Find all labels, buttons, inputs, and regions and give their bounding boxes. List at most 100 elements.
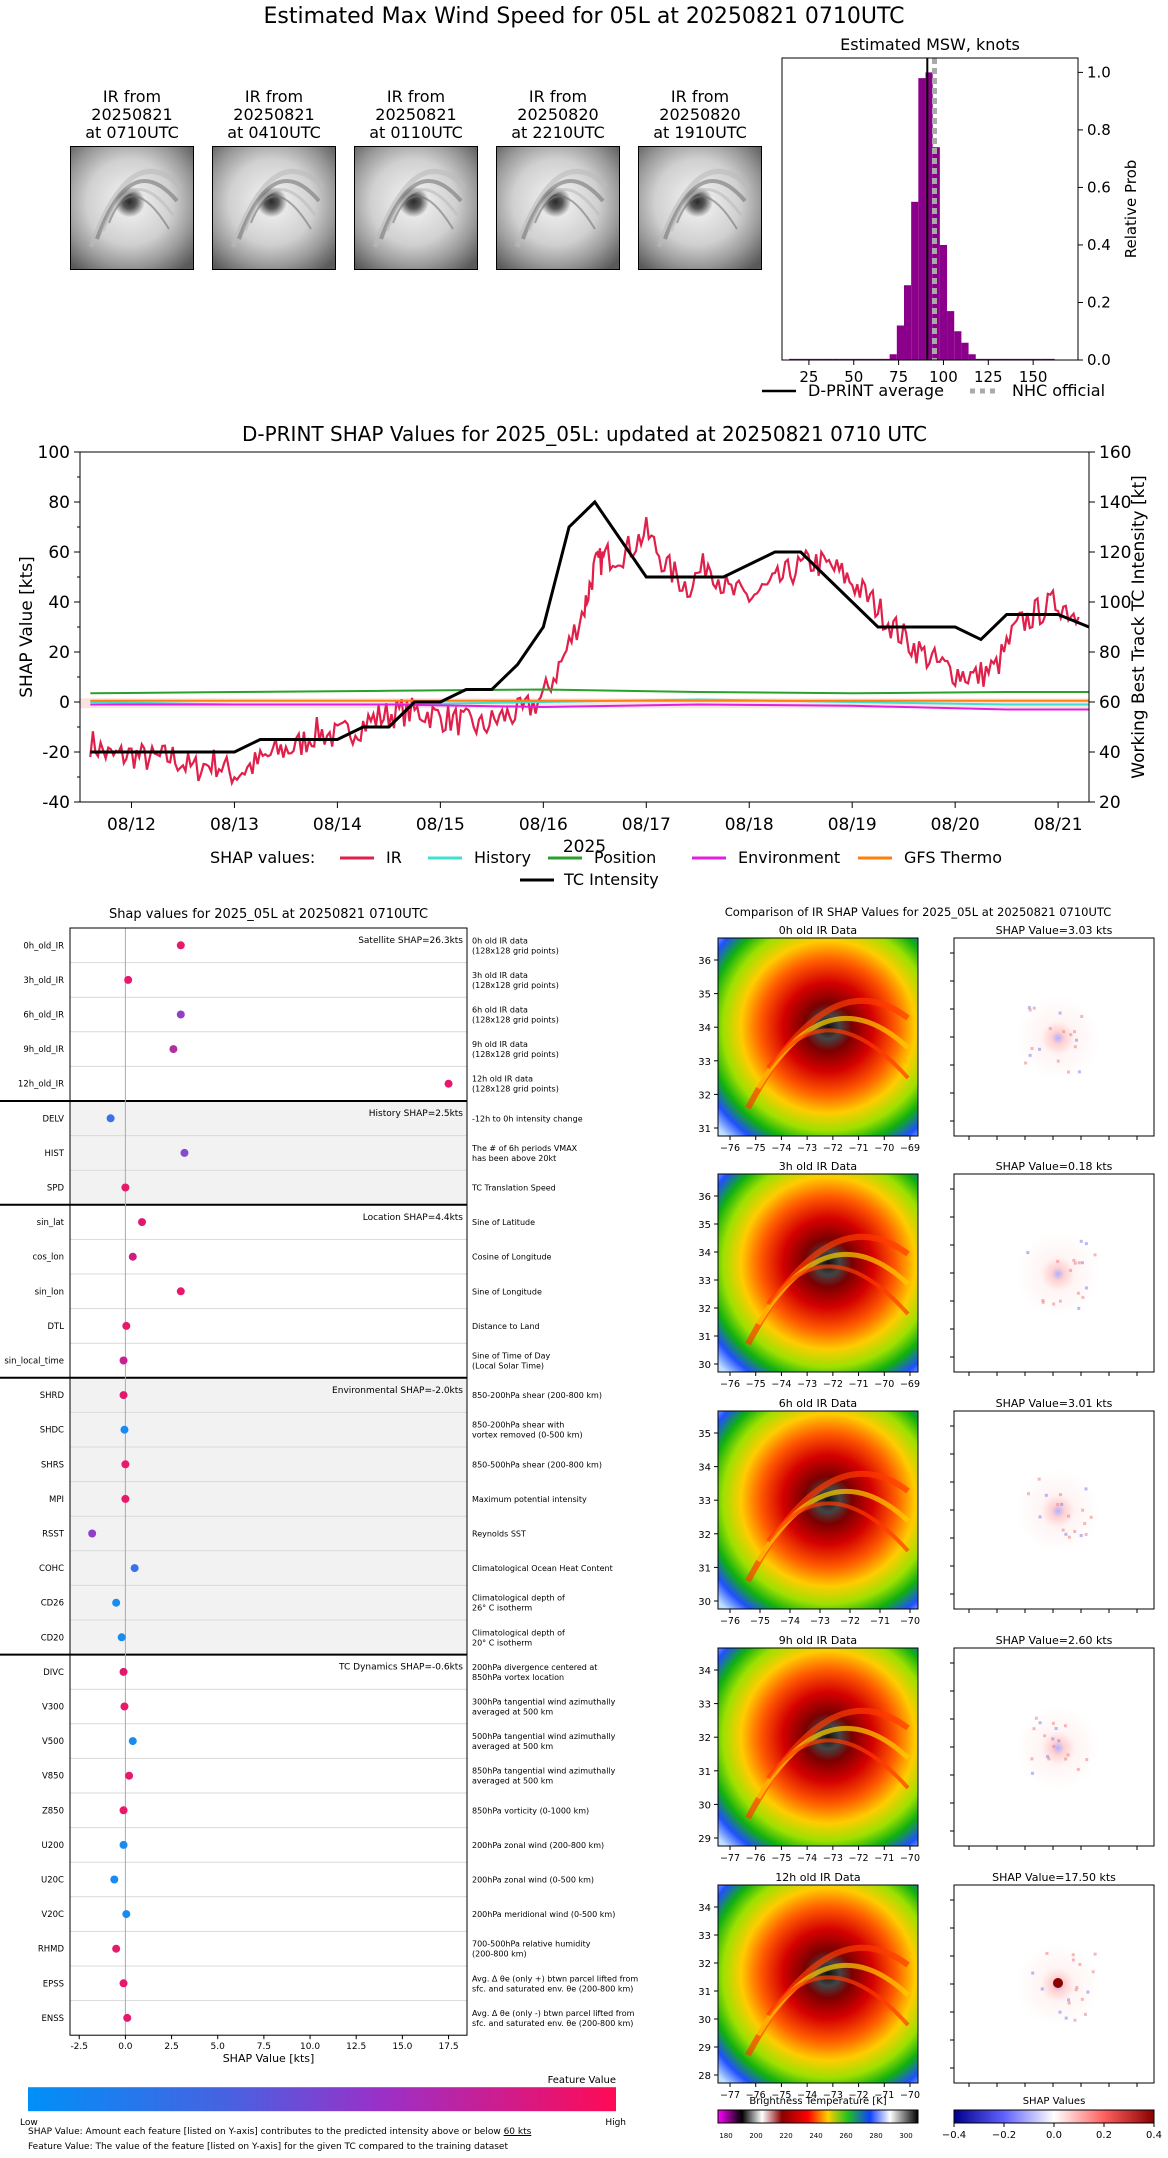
- feature-shap-point: [112, 1944, 121, 1953]
- timeseries-xtick-label: 08/19: [828, 815, 877, 835]
- histogram-bar: [860, 358, 869, 360]
- feature-name: RHMD: [38, 1945, 65, 1955]
- histogram-bar: [947, 311, 955, 360]
- satellite-panel-label: IR from 20250821 at 0110UTC: [351, 88, 481, 142]
- feature-description: -12h to 0h intensity change: [472, 1114, 583, 1123]
- ir-ytick-label: 34: [698, 1023, 711, 1034]
- feature-name: RSST: [42, 1530, 65, 1540]
- feature-description: (128x128 grid points): [472, 1050, 559, 1059]
- histogram-bar: [975, 358, 983, 360]
- ir-ytick-label: 35: [698, 990, 711, 1001]
- feature-description: (128x128 grid points): [472, 946, 559, 955]
- satellite-spiral-band: [372, 168, 467, 248]
- ir-spiral-band: [766, 1028, 910, 1080]
- feature-description: sfc. and saturated env. θe (200-800 km): [472, 2019, 633, 2028]
- feature-description: 200hPa meridional wind (0-500 km): [472, 1910, 615, 1919]
- satellite-cloud-field: [497, 147, 619, 269]
- ir-xtick-label: −70: [874, 1379, 894, 1390]
- histogram-bar: [1033, 358, 1041, 360]
- feature-shap-point: [122, 1321, 131, 1330]
- timeseries-y2tick-label: 20: [1099, 793, 1121, 813]
- ir-xtick-label: −73: [823, 1853, 843, 1864]
- ir-xtick-label: −70: [900, 1853, 920, 1864]
- shap-pixel: [1027, 1006, 1031, 1010]
- ir-ytick-label: 36: [698, 956, 711, 967]
- timeseries-xtick-label: 08/14: [313, 815, 362, 835]
- histogram-xtick-label: 100: [929, 368, 958, 386]
- shap-pixel: [1083, 2012, 1087, 2016]
- satellite-panel-label-line: IR from: [528, 87, 588, 106]
- satellite-panel-image: [638, 146, 762, 270]
- feature-description: vortex removed (0-500 km): [472, 1431, 583, 1440]
- timeseries-y2tick-label: 100: [1099, 593, 1131, 613]
- feature-shap-point: [119, 1667, 128, 1676]
- shap-pixel: [1074, 1038, 1078, 1042]
- satellite-spiral-band: [676, 195, 738, 230]
- feature-shap-point: [130, 1564, 139, 1573]
- satellite-panel-label: IR from 20250821 at 0710UTC: [67, 88, 197, 142]
- shap-pixel: [1080, 1014, 1084, 1018]
- feature-shap-point: [121, 1183, 130, 1192]
- shap-pixel: [1081, 1295, 1085, 1299]
- histogram-bar: [1040, 358, 1048, 360]
- feature-description: 850-200hPa shear with: [472, 1421, 564, 1430]
- shap-pixel: [1073, 1030, 1077, 1034]
- ir-xtick-label: −74: [780, 1616, 800, 1627]
- ir-comparison-title: Comparison of IR SHAP Values for 2025_05…: [725, 905, 1112, 919]
- ir-ytick-label: 36: [698, 1192, 711, 1203]
- series-line-position: [90, 688, 1089, 695]
- ir-xtick-label: −75: [750, 1616, 770, 1627]
- satellite-spiral-band: [669, 188, 743, 232]
- satellite-panel-label-line: at 0710UTC: [85, 123, 179, 142]
- timeseries-ytick-label: -20: [42, 743, 70, 763]
- feature-shap-point: [176, 941, 185, 950]
- feature-xtick-label: 12.5: [346, 2042, 366, 2052]
- feature-description: averaged at 500 km: [472, 1777, 553, 1786]
- feature-name: U200: [42, 1841, 64, 1851]
- shap-pixel: [1038, 1047, 1042, 1051]
- feature-shap-point: [176, 1287, 185, 1296]
- shap-pixel: [1030, 1757, 1034, 1761]
- ir-xtick-label: −70: [874, 1143, 894, 1154]
- satellite-panel-label: IR from 20250820 at 1910UTC: [635, 88, 765, 142]
- shap-pixel: [1086, 1990, 1090, 1994]
- feature-description: 200hPa divergence centered at: [472, 1663, 597, 1672]
- feature-description: 0h old IR data: [472, 936, 528, 945]
- histogram-ytick-label: 0.2: [1087, 293, 1111, 311]
- shap-pixel: [1089, 1515, 1093, 1519]
- shap-pixel: [1062, 1030, 1066, 1034]
- shap-pixel: [1032, 1006, 1036, 1010]
- satellite-panel-label-line: 20250820: [659, 105, 741, 124]
- ir-frame: [717, 1647, 919, 1847]
- feature-description: Climatological depth of: [472, 1594, 565, 1603]
- ir-xtick-label: −71: [870, 1616, 890, 1627]
- shap-pixel: [1071, 1958, 1075, 1962]
- ir-xtick-label: −71: [849, 1143, 869, 1154]
- feature-shap-point: [110, 1875, 119, 1884]
- page-title: Estimated Max Wind Speed for 05L at 2025…: [263, 4, 905, 29]
- ir-ytick-label: 33: [698, 1057, 711, 1068]
- shap-pixel: [1085, 1758, 1089, 1762]
- ir-xtick-label: −69: [900, 1379, 920, 1390]
- feature-shap-point: [106, 1114, 115, 1123]
- feature-name: CD20: [41, 1633, 64, 1643]
- histogram-bar: [1011, 358, 1019, 360]
- ir-ytick-label: 33: [698, 1276, 711, 1287]
- satellite-panel-label-line: 20250821: [375, 105, 457, 124]
- shap-pixel: [1073, 1530, 1077, 1534]
- shap-attribution-blob: [1016, 1469, 1100, 1553]
- histogram-bar: [803, 358, 811, 360]
- satellite-panel-label-line: at 0110UTC: [369, 123, 463, 142]
- shap-pixel: [1041, 1299, 1045, 1303]
- satellite-spiral-band: [656, 168, 751, 248]
- ir-ytick-label: 34: [698, 1463, 711, 1474]
- feature-description: Distance to Land: [472, 1322, 540, 1331]
- histogram-bar: [882, 358, 890, 360]
- satellite-panel-image: [70, 146, 194, 270]
- ir-xtick-label: −71: [849, 1379, 869, 1390]
- ir-spiral-band: [755, 1015, 910, 1090]
- feature-shap-point: [121, 1494, 130, 1503]
- shap-pixel: [1077, 1306, 1081, 1310]
- shap-pixel: [1064, 1757, 1068, 1761]
- satellite-spiral-band: [385, 188, 459, 232]
